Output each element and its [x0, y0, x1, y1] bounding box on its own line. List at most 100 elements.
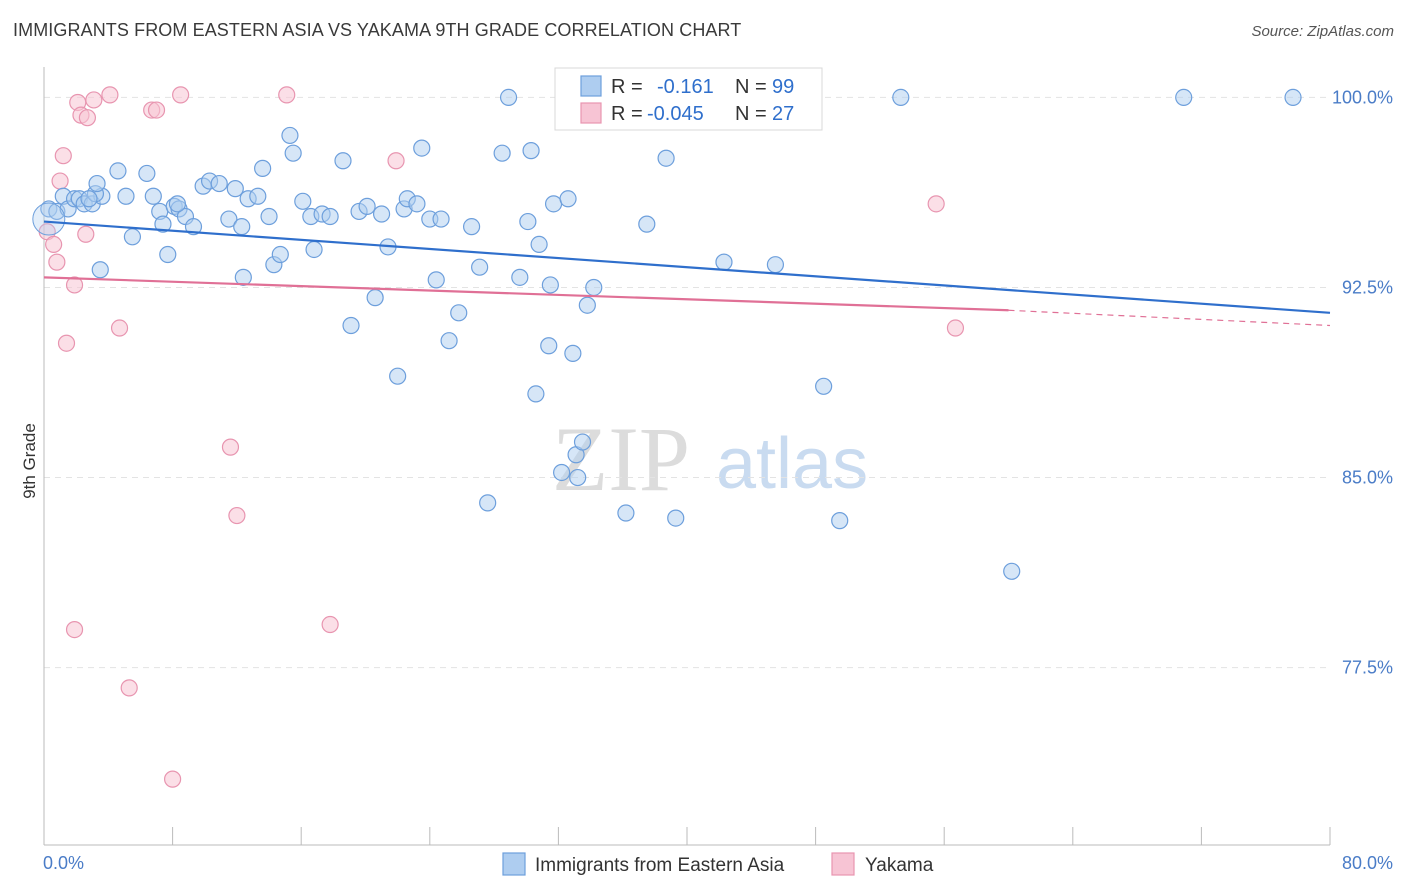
eastern-asia-point — [226, 180, 244, 198]
eastern-asia-point — [91, 261, 109, 279]
yakama-point — [54, 147, 72, 165]
eastern-asia-point — [321, 207, 339, 226]
eastern-asia-point — [1003, 562, 1021, 580]
eastern-asia-point — [1284, 88, 1302, 107]
eastern-asia-point — [342, 316, 360, 335]
legend-n-label-blue: N = — [735, 76, 767, 98]
watermark-atlas: atlas — [716, 424, 868, 504]
eastern-asia-point — [471, 258, 489, 276]
y-tick-label: 100.0% — [1332, 87, 1393, 107]
eastern-asia-point — [573, 433, 592, 451]
trend-lines — [43, 220, 1331, 327]
eastern-asia-point — [499, 88, 518, 107]
eastern-asia-point — [80, 190, 98, 208]
eastern-asia-point — [305, 240, 323, 259]
eastern-asia-point — [366, 289, 384, 307]
eastern-asia-point — [815, 377, 833, 395]
eastern-asia-point — [254, 159, 272, 177]
eastern-asia-point — [109, 162, 127, 180]
eastern-asia-point — [234, 268, 252, 286]
eastern-asia-point — [585, 278, 603, 297]
series-legend-label-blue: Immigrants from Eastern Asia — [535, 855, 785, 876]
eastern-asia-point — [527, 385, 545, 403]
yakama-point — [110, 319, 129, 337]
yakama-point — [101, 86, 119, 104]
series-legend: Immigrants from Eastern Asia Yakama — [502, 852, 934, 876]
eastern-asia-point — [766, 256, 785, 274]
eastern-asia-point — [559, 190, 577, 208]
eastern-asia-point — [569, 468, 587, 487]
eastern-asia-point — [249, 187, 267, 205]
chart-title: IMMIGRANTS FROM EASTERN ASIA VS YAKAMA 9… — [13, 20, 742, 40]
eastern-asia-point — [553, 463, 571, 482]
yakama-point — [85, 91, 103, 109]
yakama-point — [172, 86, 190, 104]
legend-r-label-pink: R = — [611, 103, 643, 125]
y-tick-label: 85.0% — [1342, 468, 1393, 488]
eastern-asia-point — [831, 512, 849, 530]
eastern-asia-point — [271, 245, 289, 264]
y-tick-labels: 77.5% 85.0% 92.5% 100.0% — [1332, 87, 1393, 677]
yakama-points — [38, 86, 965, 788]
eastern-asia-point — [440, 332, 458, 350]
eastern-asia-point — [260, 207, 278, 226]
yakama-point — [65, 276, 84, 294]
eastern-asia-point — [284, 144, 302, 162]
eastern-asia-point — [220, 210, 238, 228]
yakama-trend-line — [43, 276, 1009, 312]
eastern-asia-point — [123, 228, 142, 246]
yakama-point — [164, 770, 182, 788]
eastern-asia-point — [578, 296, 596, 314]
eastern-asia-points — [32, 86, 1302, 580]
eastern-asia-point — [408, 195, 426, 213]
eastern-asia-point — [427, 271, 445, 289]
eastern-asia-point — [233, 218, 251, 236]
yakama-point — [927, 195, 945, 213]
eastern-asia-point — [522, 142, 540, 160]
legend-r-value-blue: -0.161 — [657, 76, 714, 98]
yakama-point — [221, 438, 240, 456]
eastern-asia-point — [154, 215, 172, 233]
eastern-asia-point — [413, 139, 431, 157]
legend-r-label-blue: R = — [611, 76, 643, 98]
yakama-point — [387, 152, 405, 170]
x-tick-label-max: 80.0% — [1342, 853, 1393, 873]
eastern-asia-point — [519, 212, 537, 231]
eastern-asia-point — [184, 218, 203, 236]
eastern-asia-trend-line — [43, 220, 1331, 314]
eastern-asia-point — [638, 215, 656, 233]
yakama-point — [57, 334, 76, 352]
x-tick-label-min: 0.0% — [43, 853, 84, 873]
yakama-point — [321, 615, 339, 634]
eastern-asia-point — [715, 253, 733, 271]
yakama-point — [48, 253, 66, 271]
yakama-point — [77, 225, 95, 243]
eastern-asia-point — [511, 268, 529, 286]
eastern-asia-point — [294, 192, 312, 210]
legend-swatch-pink — [580, 102, 602, 124]
yakama-point — [78, 109, 97, 127]
eastern-asia-point — [617, 504, 635, 522]
series-legend-label-pink: Yakama — [865, 855, 934, 876]
yakama-point — [946, 319, 965, 337]
eastern-asia-point — [544, 195, 563, 213]
eastern-asia-point — [117, 187, 135, 205]
series-legend-swatch-pink — [831, 852, 855, 876]
axes — [43, 67, 1331, 846]
yakama-point — [51, 172, 69, 190]
eastern-asia-point — [210, 174, 228, 193]
y-tick-label: 77.5% — [1342, 658, 1393, 678]
eastern-asia-point — [892, 88, 910, 107]
eastern-asia-point — [564, 344, 582, 362]
yakama-point — [65, 620, 84, 639]
eastern-asia-point — [358, 197, 376, 215]
eastern-asia-point — [540, 337, 558, 355]
eastern-asia-cluster-point — [32, 202, 66, 236]
eastern-asia-point — [144, 187, 162, 205]
yakama-point — [228, 506, 246, 525]
legend-swatch-blue — [580, 75, 602, 97]
eastern-asia-point — [479, 494, 497, 512]
yakama-point — [278, 86, 296, 104]
legend-n-label-pink: N = — [735, 103, 767, 125]
